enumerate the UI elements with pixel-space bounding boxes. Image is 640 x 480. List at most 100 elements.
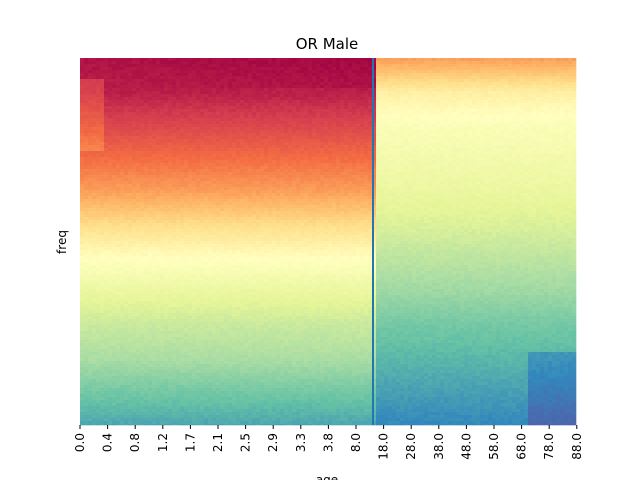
heatmap-cell [340, 175, 345, 179]
heatmap-cell [560, 73, 565, 77]
heatmap-cell [436, 172, 441, 176]
heatmap-cell [568, 76, 573, 80]
heatmap-cell [508, 67, 513, 71]
heatmap-cell [220, 97, 225, 101]
heatmap-cell [156, 82, 161, 86]
heatmap-cell [412, 169, 417, 173]
heatmap-cell [448, 70, 453, 74]
heatmap-cell [184, 151, 189, 155]
heatmap-cell [396, 160, 401, 164]
heatmap-cell [420, 130, 425, 134]
heatmap-cell [112, 148, 117, 152]
heatmap-cell [432, 160, 437, 164]
heatmap-cell [444, 88, 449, 92]
heatmap-cell [116, 73, 121, 77]
heatmap-cell [488, 94, 493, 98]
heatmap-cell [304, 103, 309, 107]
heatmap-cell [120, 169, 125, 173]
heatmap-cell [100, 79, 105, 83]
heatmap-cell [496, 157, 501, 161]
heatmap-cell [564, 79, 569, 83]
heatmap-cell [152, 145, 157, 149]
heatmap-cell [172, 145, 177, 149]
heatmap-cell [516, 148, 521, 152]
heatmap-cell [276, 172, 281, 176]
heatmap-cell [480, 118, 485, 122]
heatmap-cell [144, 73, 149, 77]
heatmap-cell [216, 73, 221, 77]
heatmap-cell [524, 112, 529, 116]
heatmap-cell [184, 73, 189, 77]
heatmap-cell [560, 118, 565, 122]
heatmap-cell [192, 127, 197, 131]
heatmap-cell [448, 133, 453, 137]
heatmap-cell [216, 172, 221, 176]
heatmap-cell [376, 61, 381, 65]
heatmap-cell [152, 124, 157, 128]
heatmap-cell [452, 106, 457, 110]
heatmap-cell [88, 97, 93, 101]
heatmap-cell [268, 142, 273, 146]
heatmap-cell [196, 91, 201, 95]
heatmap-cell [312, 169, 317, 173]
heatmap-cell [468, 91, 473, 95]
heatmap-cell [324, 79, 329, 83]
heatmap-cell [532, 97, 537, 101]
heatmap-cell [236, 67, 241, 71]
heatmap-cell [420, 169, 425, 173]
heatmap-cell [344, 97, 349, 101]
heatmap-cell [568, 106, 573, 110]
heatmap-cell [412, 58, 417, 62]
heatmap-cell [404, 58, 409, 62]
heatmap-cell [288, 82, 293, 86]
heatmap-cell [252, 139, 257, 143]
heatmap-cell [104, 142, 109, 146]
heatmap-cell [512, 67, 517, 71]
heatmap-cell [548, 118, 553, 122]
heatmap-cell [520, 85, 525, 89]
heatmap-cell [452, 136, 457, 140]
heatmap-cell [392, 160, 397, 164]
heatmap-cell [176, 130, 181, 134]
heatmap-cell [340, 139, 345, 143]
heatmap-cell [332, 139, 337, 143]
heatmap-cell [224, 115, 229, 119]
heatmap-cell [428, 76, 433, 80]
heatmap-cell [124, 157, 129, 161]
heatmap-cell [312, 112, 317, 116]
heatmap-cell [456, 169, 461, 173]
heatmap-cell [160, 82, 165, 86]
heatmap-cell [336, 130, 341, 134]
heatmap-cell [268, 175, 273, 179]
heatmap-cell [328, 85, 333, 89]
heatmap-cell [356, 166, 361, 170]
heatmap-cell [164, 67, 169, 71]
heatmap-cell [316, 118, 321, 122]
heatmap-cell [252, 169, 257, 173]
heatmap-cell [168, 61, 173, 65]
heatmap-cell [288, 154, 293, 158]
heatmap-cell [332, 67, 337, 71]
heatmap-cell [428, 142, 433, 146]
heatmap-cell [304, 70, 309, 74]
heatmap-cell [232, 148, 237, 152]
heatmap-cell [248, 148, 253, 152]
heatmap-cell [216, 178, 221, 182]
heatmap-cell [80, 91, 85, 95]
heatmap-cell [508, 175, 513, 179]
heatmap-cell [268, 109, 273, 113]
heatmap-cell [492, 139, 497, 143]
heatmap-cell [452, 157, 457, 161]
heatmap-cell [364, 169, 369, 173]
heatmap-cell [488, 163, 493, 167]
heatmap-cell [252, 97, 257, 101]
heatmap-cell [148, 100, 153, 104]
heatmap-cell [508, 160, 513, 164]
heatmap-cell [560, 79, 565, 83]
heatmap-cell [408, 112, 413, 116]
heatmap-cell [464, 67, 469, 71]
heatmap-cell [216, 115, 221, 119]
heatmap-cell [464, 112, 469, 116]
heatmap-cell [400, 139, 405, 143]
heatmap-cell [84, 142, 89, 146]
